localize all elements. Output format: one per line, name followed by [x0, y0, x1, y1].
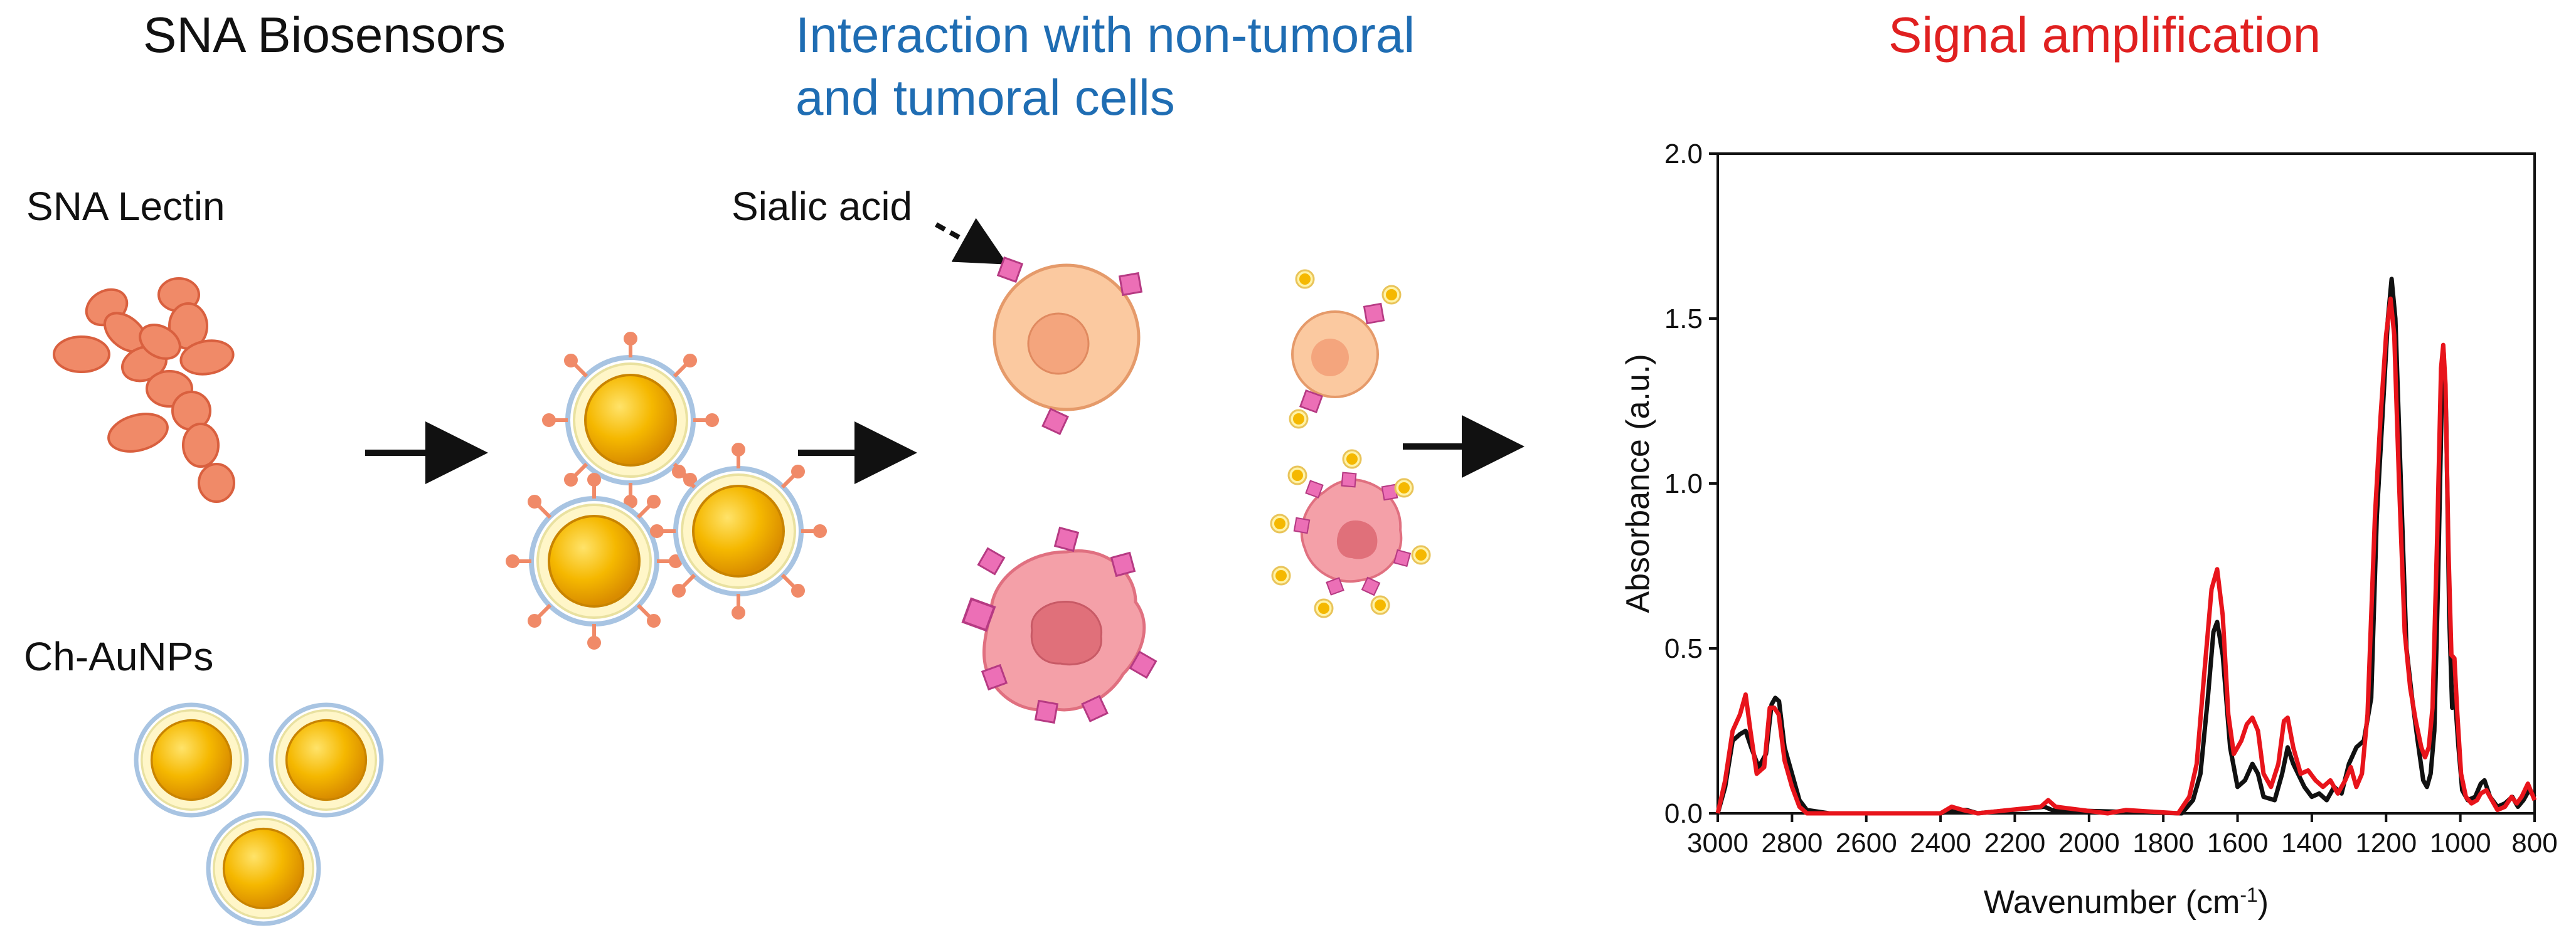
x-axis-title: Wavenumber (cm-1) [1984, 884, 2269, 921]
x-tick-label: 1600 [2207, 828, 2269, 858]
x-axis-paren-close: ) [2258, 884, 2269, 921]
x-tick-label: 1800 [2132, 828, 2194, 858]
x-tick-label: 1400 [2281, 828, 2343, 858]
x-tick-label: 2200 [1984, 828, 2046, 858]
heading-interaction-line2: and tumoral cells [796, 70, 1175, 125]
sialic-acid-pointer [935, 218, 1008, 265]
sna-lectin-illustration [53, 277, 235, 503]
ftir-chart: 3000 2800 2600 2400 2200 2000 1800 1600 1400 1200… [1620, 139, 2558, 921]
labeled-tumoral-cell [1270, 449, 1431, 618]
y-tick-label: 1.5 [1664, 304, 1703, 334]
x-axis-unit: cm [2196, 884, 2240, 921]
y-tick-label: 1.0 [1664, 468, 1703, 499]
x-tick-label: 3000 [1687, 828, 1748, 858]
label-sialic-acid: Sialic acid [732, 184, 913, 229]
x-axis-title-main: Wavenumber [1984, 884, 2186, 921]
y-tick-label: 2.0 [1664, 139, 1703, 169]
labeled-non-tumoral-cell [1289, 269, 1402, 429]
series-line-1 [1715, 277, 2536, 816]
x-ticks: 3000 2800 2600 2400 2200 2000 1800 1600 1400 1200… [1687, 813, 2558, 858]
ch-aunps-illustration [136, 705, 381, 924]
x-tick-label: 1200 [2355, 828, 2417, 858]
series-lines [1715, 277, 2537, 816]
heading-interaction-line1: Interaction with non-tumoral [796, 7, 1415, 63]
tumoral-cell [962, 527, 1157, 724]
sna-functionalized-nps [508, 332, 825, 648]
label-sna-lectin: SNA Lectin [26, 184, 225, 229]
label-ch-aunps: Ch-AuNPs [24, 634, 214, 679]
x-tick-label: 800 [2511, 828, 2557, 858]
y-tick-label: 0.5 [1664, 633, 1703, 664]
heading-sna-biosensors: SNA Biosensors [143, 7, 506, 63]
series-line-2 [1715, 296, 2537, 816]
y-tick-label: 0.0 [1664, 798, 1703, 829]
x-tick-label: 2800 [1761, 828, 1823, 858]
x-tick-label: 2000 [2058, 828, 2120, 858]
x-tick-label: 1000 [2430, 828, 2491, 858]
x-axis-paren-open: ( [2186, 884, 2197, 921]
y-ticks: 0.0 0.5 1.0 1.5 2.0 [1664, 139, 1718, 829]
x-tick-label: 2400 [1910, 828, 1971, 858]
x-tick-label: 2600 [1836, 828, 1897, 858]
y-axis-title: Absorbance (a.u.) [1620, 354, 1656, 613]
x-axis-unit-exp: -1 [2240, 884, 2257, 906]
heading-signal-amplification: Signal amplification [1888, 7, 2321, 63]
non-tumoral-cell [993, 256, 1142, 435]
